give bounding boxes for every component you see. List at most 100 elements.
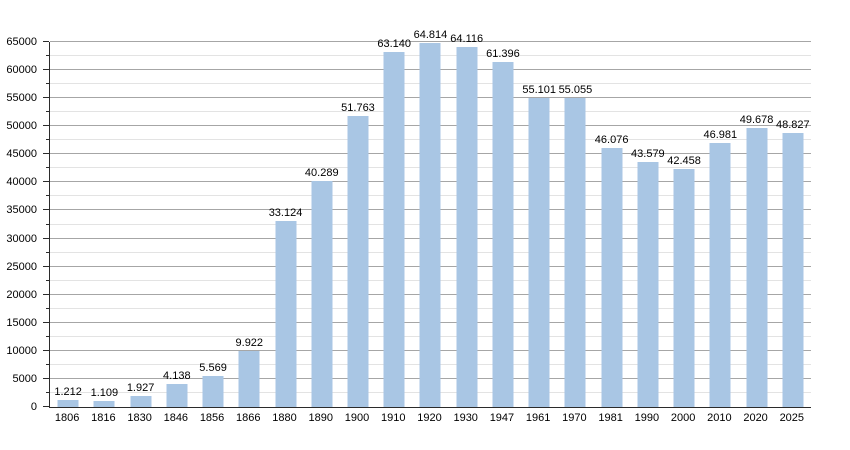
y-tick-major (43, 293, 49, 295)
bar-slot: 1.927 (122, 42, 158, 407)
y-tick-major (43, 321, 49, 323)
x-tick-label: 1856 (199, 412, 225, 424)
bar-1970 (564, 97, 586, 407)
x-tick-label: 1990 (634, 412, 660, 424)
y-tick-minor (46, 55, 49, 57)
x-tick-label: 1961 (525, 412, 551, 424)
bar-1990 (637, 162, 659, 407)
bar-1880 (275, 221, 297, 407)
x-tick-label: 2020 (743, 412, 768, 424)
y-tick-major (43, 209, 49, 211)
x-tick-label: 1866 (236, 412, 261, 424)
x-tick-label: 1981 (598, 412, 623, 424)
x-tick-label: 1846 (163, 412, 189, 424)
bar-value-label: 9.922 (235, 337, 264, 350)
y-tick-minor (46, 363, 49, 365)
y-tick-label: 40000 (6, 176, 37, 189)
y-tick-major (43, 349, 49, 351)
y-tick-major (43, 41, 49, 42)
bar-1947 (492, 62, 514, 407)
bar-value-label: 43.579 (631, 148, 665, 161)
bar-value-label: 1.927 (126, 382, 155, 395)
bar-slot: 49.678 (738, 42, 774, 407)
y-tick-minor (46, 251, 49, 253)
bar-value-label: 1.212 (54, 386, 82, 399)
bar-1856 (202, 375, 224, 407)
y-tick-minor (46, 195, 49, 197)
bar-value-label: 42.458 (667, 154, 701, 167)
y-tick-label: 35000 (6, 204, 37, 217)
x-tick-label: 1880 (272, 412, 297, 424)
y-tick-major (43, 181, 49, 183)
y-tick-major (43, 237, 49, 239)
bar-1910 (383, 52, 405, 407)
bar-slot: 64.814 (412, 29, 448, 407)
y-tick-minor (46, 335, 49, 337)
x-tick-label: 1947 (489, 412, 515, 424)
bar-2020 (746, 128, 768, 407)
bar-slot: 4.138 (159, 42, 195, 407)
bar-slot: 55.101 (521, 42, 557, 407)
y-tick-label: 65000 (6, 36, 37, 48)
y-tick-major (43, 265, 49, 267)
bar-1981 (601, 148, 623, 407)
y-tick-minor (46, 307, 49, 309)
bar-1866 (238, 351, 260, 407)
y-tick-label: 30000 (6, 232, 37, 245)
bar-value-label: 64.814 (413, 29, 448, 42)
bar-slot: 40.289 (304, 42, 340, 407)
bar-slot: 5.569 (195, 42, 231, 407)
bar-value-label: 48.827 (775, 118, 810, 131)
bar-slot: 1.109 (86, 42, 122, 407)
bar-value-label: 51.763 (341, 102, 375, 115)
bar-slot: 64.116 (449, 33, 485, 407)
y-tick-minor (46, 139, 49, 141)
gridline-major (50, 41, 811, 42)
x-tick-label: 2000 (670, 412, 696, 424)
bar-1806 (57, 400, 79, 407)
bar-value-label: 46.981 (703, 129, 738, 142)
bar-value-label: 61.396 (486, 48, 520, 61)
bar-slot: 61.396 (485, 42, 521, 407)
y-tick-minor (46, 391, 49, 393)
x-tick-label: 2025 (779, 412, 805, 424)
bar-slot: 51.763 (340, 42, 376, 407)
y-tick-label: 50000 (6, 120, 37, 133)
bar-slot: 46.076 (594, 42, 630, 407)
bar-value-label: 63.140 (377, 38, 412, 51)
bar-2025 (782, 132, 804, 407)
bar-slot: 33.124 (267, 42, 303, 407)
y-tick-label: 60000 (6, 64, 37, 77)
x-tick-label: 1910 (380, 412, 406, 424)
x-tick-label: 2010 (707, 412, 732, 424)
bar-slot: 46.981 (702, 42, 738, 407)
plot-area: 1.212 1.109 1.927 4.138 5.569 9.922 33.124 40.2… (43, 29, 811, 408)
bar-1830 (130, 396, 152, 407)
bar-value-label: 5.569 (199, 361, 227, 374)
y-tick-minor (46, 223, 49, 225)
bar-value-label: 40.289 (304, 166, 339, 179)
bar-value-label: 4.138 (163, 369, 191, 382)
bar-1900 (347, 116, 369, 407)
bar-slot: 48.827 (775, 42, 811, 407)
y-tick-label: 0 (30, 401, 37, 413)
y-tick-major (43, 69, 49, 71)
y-axis-labels: 0 5000 10000 15000 20000 25000 30000 35000 40000… (0, 36, 42, 413)
y-tick-minor (46, 279, 49, 281)
x-tick-label: 1900 (344, 412, 370, 424)
bar-1890 (311, 180, 333, 407)
bar-value-label: 33.124 (268, 207, 303, 219)
bars-container: 1.212 1.109 1.927 4.138 5.569 9.922 33.124 40.2… (50, 29, 811, 407)
y-tick-minor (46, 83, 49, 85)
bar-slot: 43.579 (630, 42, 666, 407)
x-tick-label: 1816 (91, 412, 116, 424)
bar-value-label: 55.101 (522, 83, 556, 96)
y-tick-label: 55000 (6, 92, 37, 105)
y-tick-label: 45000 (6, 148, 37, 161)
bar-slot: 1.212 (50, 42, 86, 407)
bar-value-label: 46.076 (594, 134, 629, 147)
y-tick-minor (46, 111, 49, 113)
bar-1846 (166, 383, 188, 407)
bar-slot: 42.458 (666, 42, 702, 407)
